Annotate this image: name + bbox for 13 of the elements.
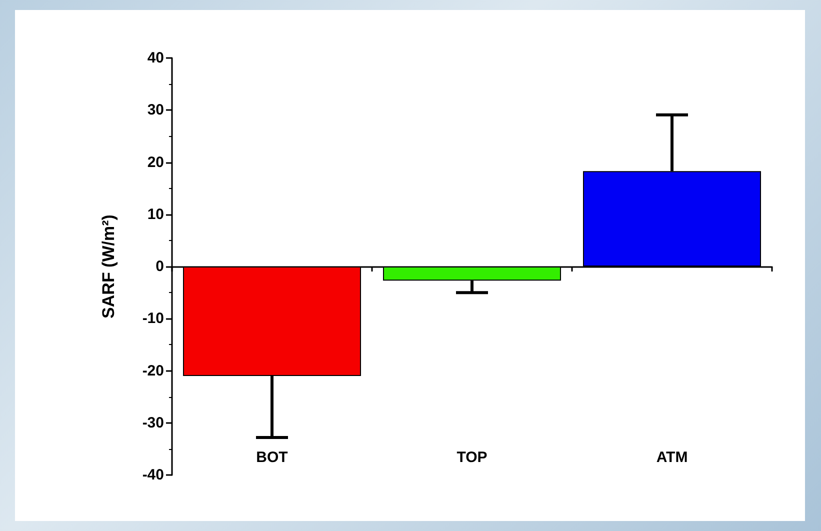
- y-axis-title: SARF (W/m²): [99, 214, 118, 318]
- y-tick-label: -20: [142, 362, 164, 380]
- x-tick-label: BOT: [256, 449, 288, 466]
- x-tick-label: TOP: [456, 449, 488, 466]
- y-tick-label: 0: [156, 258, 164, 275]
- y-tick-label: -30: [142, 414, 164, 432]
- y-tick-label: -10: [142, 310, 164, 328]
- y-tick-label: 10: [147, 206, 164, 223]
- y-tick-label: 40: [147, 50, 164, 66]
- y-tick-label: -40: [142, 466, 164, 484]
- x-tick-label: ATM: [656, 449, 688, 466]
- y-tick-label: 20: [147, 154, 164, 171]
- y-tick-label: 30: [147, 102, 164, 119]
